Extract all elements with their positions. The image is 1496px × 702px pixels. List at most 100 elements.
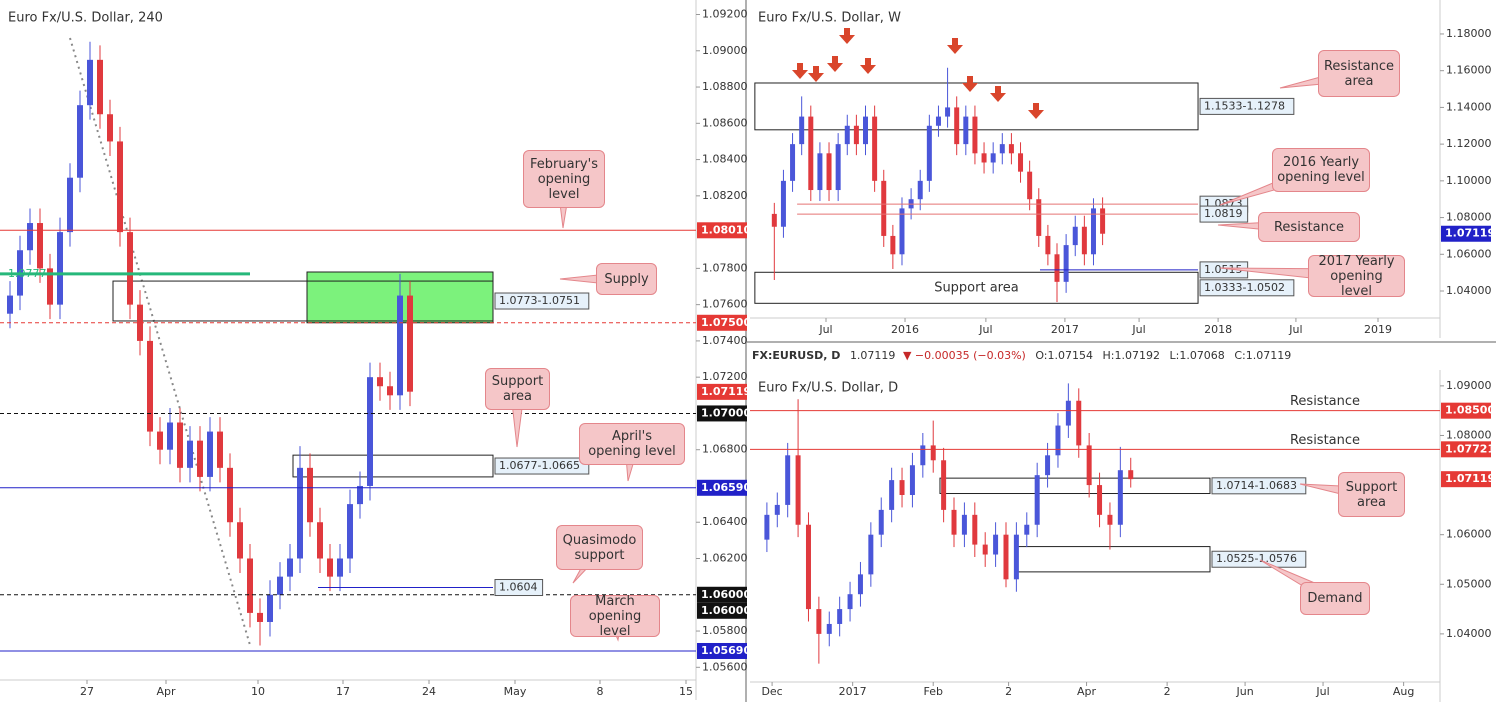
y-tick-label: 1.09200 xyxy=(702,8,748,21)
open: O:1.07154 xyxy=(1035,349,1093,362)
callout: 2016 Yearly opening level xyxy=(1272,148,1370,192)
candle-body xyxy=(805,524,811,610)
candle-body xyxy=(117,141,123,233)
candle-body xyxy=(407,295,413,392)
candle-body xyxy=(317,522,323,559)
candle-body xyxy=(127,232,133,305)
x-tick-label: 27 xyxy=(80,685,94,698)
zone xyxy=(754,271,1199,304)
candle-body xyxy=(941,460,947,510)
candle-body xyxy=(397,295,403,396)
x-tick-label: 2017 xyxy=(1051,323,1079,336)
y-tick-label: 1.04000 xyxy=(1446,284,1492,297)
candle-body xyxy=(844,125,850,145)
candle-body xyxy=(890,235,896,255)
candle-body xyxy=(1100,208,1106,234)
candle-body xyxy=(878,509,884,535)
x-tick-label: Jul xyxy=(818,323,832,336)
callout: March opening level xyxy=(570,594,660,639)
candle-body xyxy=(1034,475,1040,525)
value-label: 1.0677-1.0665 xyxy=(499,459,580,472)
candle-body xyxy=(993,534,999,555)
y-tick-label: 1.06000 xyxy=(1446,247,1492,260)
x-tick-label: 17 xyxy=(336,685,350,698)
zone-note: Support area xyxy=(934,280,1019,295)
arrow-head xyxy=(827,63,843,72)
x-tick-label: Dec xyxy=(761,685,782,698)
candle-body xyxy=(1128,470,1134,480)
x-tick-label: Jul xyxy=(1131,323,1145,336)
value-label: 1.0333-1.0502 xyxy=(1204,281,1285,294)
level-label: 1.0777 xyxy=(8,267,47,280)
price-tag xyxy=(1441,471,1491,488)
candle-body xyxy=(999,144,1005,154)
price-tag xyxy=(697,314,747,331)
y-tick-label: 1.10000 xyxy=(1446,174,1492,187)
value-label: 1.0714-1.0683 xyxy=(1216,479,1297,492)
candle-body xyxy=(945,107,951,117)
y-tick-label: 1.07200 xyxy=(702,370,748,383)
candle-body xyxy=(826,153,832,191)
price-tag xyxy=(697,642,747,659)
candle-body xyxy=(785,455,791,505)
candle-body xyxy=(387,386,393,396)
candle-body xyxy=(863,116,869,145)
x-tick-label: Jun xyxy=(1235,685,1253,698)
y-tick-label: 1.05600 xyxy=(702,660,748,673)
y-tick-label: 1.08000 xyxy=(1446,428,1492,441)
candle-body xyxy=(1036,199,1042,236)
price-tag xyxy=(697,383,747,400)
candle-body xyxy=(287,558,293,577)
arrow-head xyxy=(808,73,824,82)
x-tick-label: 2017 xyxy=(839,685,867,698)
price-tag-label: 1.07119 xyxy=(701,385,751,398)
callout: Quasimodo support xyxy=(556,525,643,570)
candle-body xyxy=(835,144,841,191)
candle-body xyxy=(881,180,887,236)
price-tag xyxy=(697,586,747,603)
candle-body xyxy=(771,213,777,227)
arrow-head xyxy=(839,35,855,44)
candle-body xyxy=(853,125,859,145)
x-tick-label: Apr xyxy=(156,685,176,698)
candle-body xyxy=(97,59,103,115)
x-tick-label: 2 xyxy=(1005,685,1012,698)
y-tick-label: 1.08800 xyxy=(702,80,748,93)
callout: Supply xyxy=(596,263,657,295)
callout: April's opening level xyxy=(579,423,685,465)
candle-body xyxy=(808,116,814,191)
candle-body xyxy=(1097,485,1103,515)
candle-body xyxy=(37,223,43,269)
value-label: 1.0773-1.0751 xyxy=(499,294,580,307)
candle-body xyxy=(1013,534,1019,580)
value-label: 1.1533-1.1278 xyxy=(1204,99,1285,112)
candle-body xyxy=(307,467,313,523)
candle-body xyxy=(207,431,213,477)
candle-body xyxy=(357,485,363,505)
candle-body xyxy=(954,107,960,145)
x-tick-label: May xyxy=(504,685,527,698)
candle-body xyxy=(920,445,926,466)
y-tick-label: 1.09000 xyxy=(1446,379,1492,392)
price-tag-label: 1.06590 xyxy=(701,481,751,494)
trend-line xyxy=(69,37,251,646)
price-tag-label: 1.07721 xyxy=(1445,442,1495,455)
candle-body xyxy=(1008,144,1014,154)
value-label-box xyxy=(1199,205,1249,223)
callout: Resistance xyxy=(1258,212,1360,242)
value-label-box xyxy=(1199,97,1295,115)
arrow-stem xyxy=(832,56,838,64)
x-tick-label: Jul xyxy=(1288,323,1302,336)
y-tick-label: 1.08200 xyxy=(702,189,748,202)
callout: Support area xyxy=(1338,472,1405,517)
x-tick-label: Feb xyxy=(923,685,942,698)
x-tick-label: 2018 xyxy=(1204,323,1232,336)
level-note: Resistance xyxy=(1290,433,1360,448)
candle-body xyxy=(1086,445,1092,486)
candle-body xyxy=(1045,455,1051,476)
candle-body xyxy=(909,465,915,495)
price-tag-label: 1.07119 xyxy=(1445,472,1495,485)
arrow-head xyxy=(962,83,978,92)
candle-body xyxy=(1063,245,1069,282)
